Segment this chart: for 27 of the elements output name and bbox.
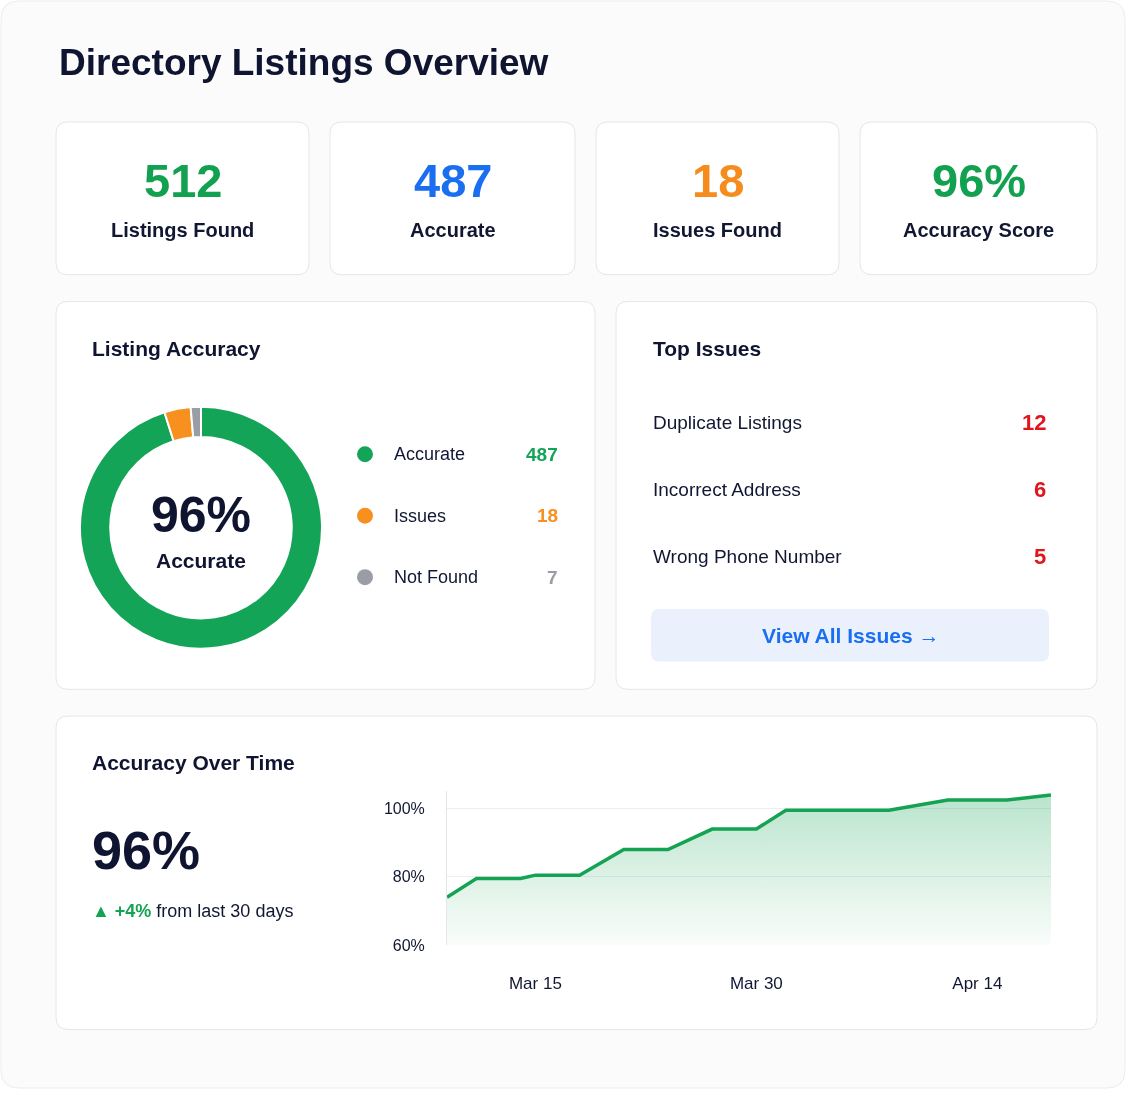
- data-label: 6: [1034, 477, 1047, 502]
- text: View All Issues →: [762, 624, 940, 647]
- text: 487: [414, 154, 493, 207]
- data-label: 7: [547, 567, 558, 588]
- data-label: 487: [526, 444, 558, 465]
- text: Issues Found: [653, 219, 782, 241]
- data-label: 18: [537, 505, 559, 526]
- text: Listings Found: [111, 219, 255, 241]
- category-label: Wrong Phone Number: [653, 546, 843, 567]
- slice-label: Accurate: [156, 549, 246, 572]
- category-label: Duplicate Listings: [653, 412, 802, 433]
- legend-label: Not Found: [394, 567, 479, 587]
- data-label: 12: [1022, 410, 1047, 435]
- text: 18: [692, 154, 745, 207]
- legend-label: Issues: [394, 506, 447, 526]
- text: Top Issues: [653, 337, 762, 360]
- donut-slice: [79, 405, 323, 650]
- category-label: Incorrect Address: [653, 479, 801, 500]
- text: 96%: [932, 154, 1027, 207]
- data-label: 5: [1034, 544, 1047, 569]
- text: 512: [144, 154, 223, 207]
- text: 96%: [151, 487, 252, 543]
- text: Directory Listings Overview: [59, 42, 549, 83]
- text: Accuracy Score: [903, 219, 1055, 241]
- legend-label: Accurate: [394, 444, 466, 464]
- chart-title: Listing Accuracy: [92, 337, 261, 360]
- text: Accurate: [410, 219, 496, 241]
